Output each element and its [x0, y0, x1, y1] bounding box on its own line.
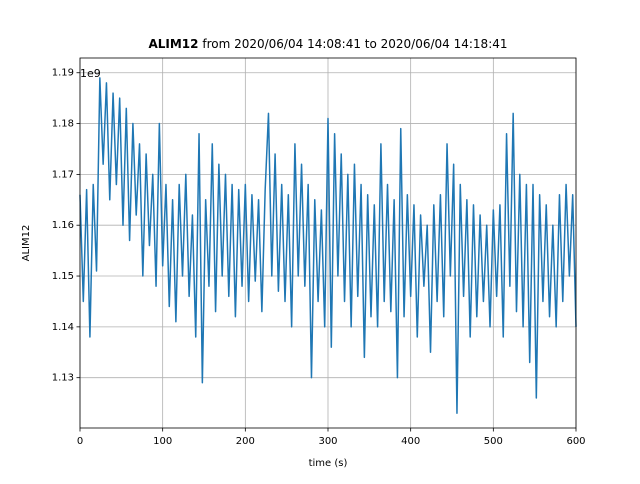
title-bold: ALIM12 [148, 37, 198, 51]
plot [79, 77, 577, 415]
x-tick-label: 300 [318, 436, 337, 447]
y-axis-label: ALIM12 [21, 225, 32, 262]
y-offset-text: 1e9 [80, 67, 101, 80]
y-tick-label: 1.14 [52, 322, 74, 333]
y-tick-label: 1.15 [52, 271, 74, 282]
x-tick-label: 0 [77, 436, 83, 447]
title-rest: from 2020/06/04 14:08:41 to 2020/06/04 1… [202, 37, 507, 51]
x-tick-label: 600 [566, 436, 585, 447]
x-tick-label: 500 [484, 436, 503, 447]
data-line [79, 77, 577, 415]
y-tick-label: 1.13 [52, 373, 74, 384]
x-axis-label: time (s) [309, 458, 348, 469]
chart-title: ALIM12 from 2020/06/04 14:08:41 to 2020/… [148, 37, 507, 51]
y-tick-label: 1.19 [52, 68, 74, 79]
y-tick-label: 1.17 [52, 169, 74, 180]
x-tick-label: 200 [236, 436, 255, 447]
x-tick-label: 100 [153, 436, 172, 447]
y-tick-label: 1.16 [52, 220, 74, 231]
y-tick-label: 1.18 [52, 119, 74, 130]
x-tick-label: 400 [401, 436, 420, 447]
